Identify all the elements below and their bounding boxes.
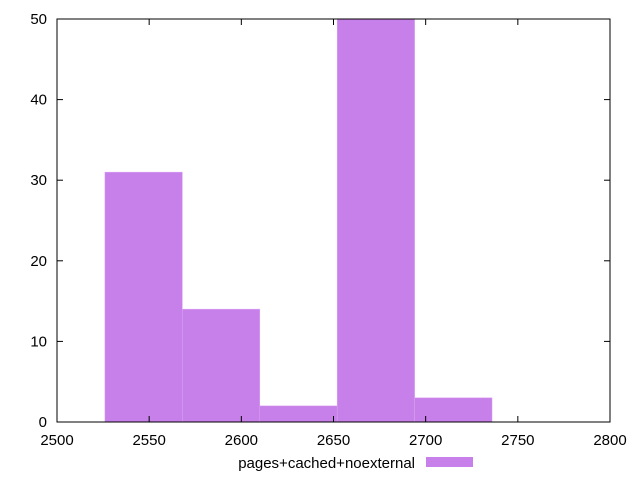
- bar-4: [414, 397, 493, 423]
- y-tick-label-1: 10: [30, 333, 47, 350]
- legend-swatch: [426, 457, 473, 467]
- x-tick-label-1: 2550: [132, 432, 165, 449]
- x-tick-label-4: 2700: [409, 432, 442, 449]
- x-axis: 2500 2550 2600 2650 2700 2750 2800: [40, 19, 627, 449]
- x-tick-label-3: 2650: [317, 432, 350, 449]
- y-axis: 0 10 20 30 40 50: [30, 11, 610, 431]
- bars-group: [104, 18, 493, 423]
- x-tick-label-6: 2800: [593, 432, 626, 449]
- y-tick-label-0: 0: [39, 414, 47, 431]
- x-tick-label-0: 2500: [40, 432, 73, 449]
- x-tick-label-2: 2600: [225, 432, 258, 449]
- x-tick-label-5: 2750: [501, 432, 534, 449]
- y-tick-label-2: 20: [30, 253, 47, 270]
- bar-3: [336, 18, 415, 423]
- bar-2: [259, 405, 338, 423]
- y-tick-label-3: 30: [30, 172, 47, 189]
- y-tick-label-5: 50: [30, 11, 47, 28]
- legend: pages+cached+noexternal: [238, 455, 473, 472]
- legend-label: pages+cached+noexternal: [238, 455, 415, 472]
- y-tick-label-4: 40: [30, 92, 47, 109]
- bar-1: [182, 308, 261, 423]
- bar-0: [104, 171, 183, 423]
